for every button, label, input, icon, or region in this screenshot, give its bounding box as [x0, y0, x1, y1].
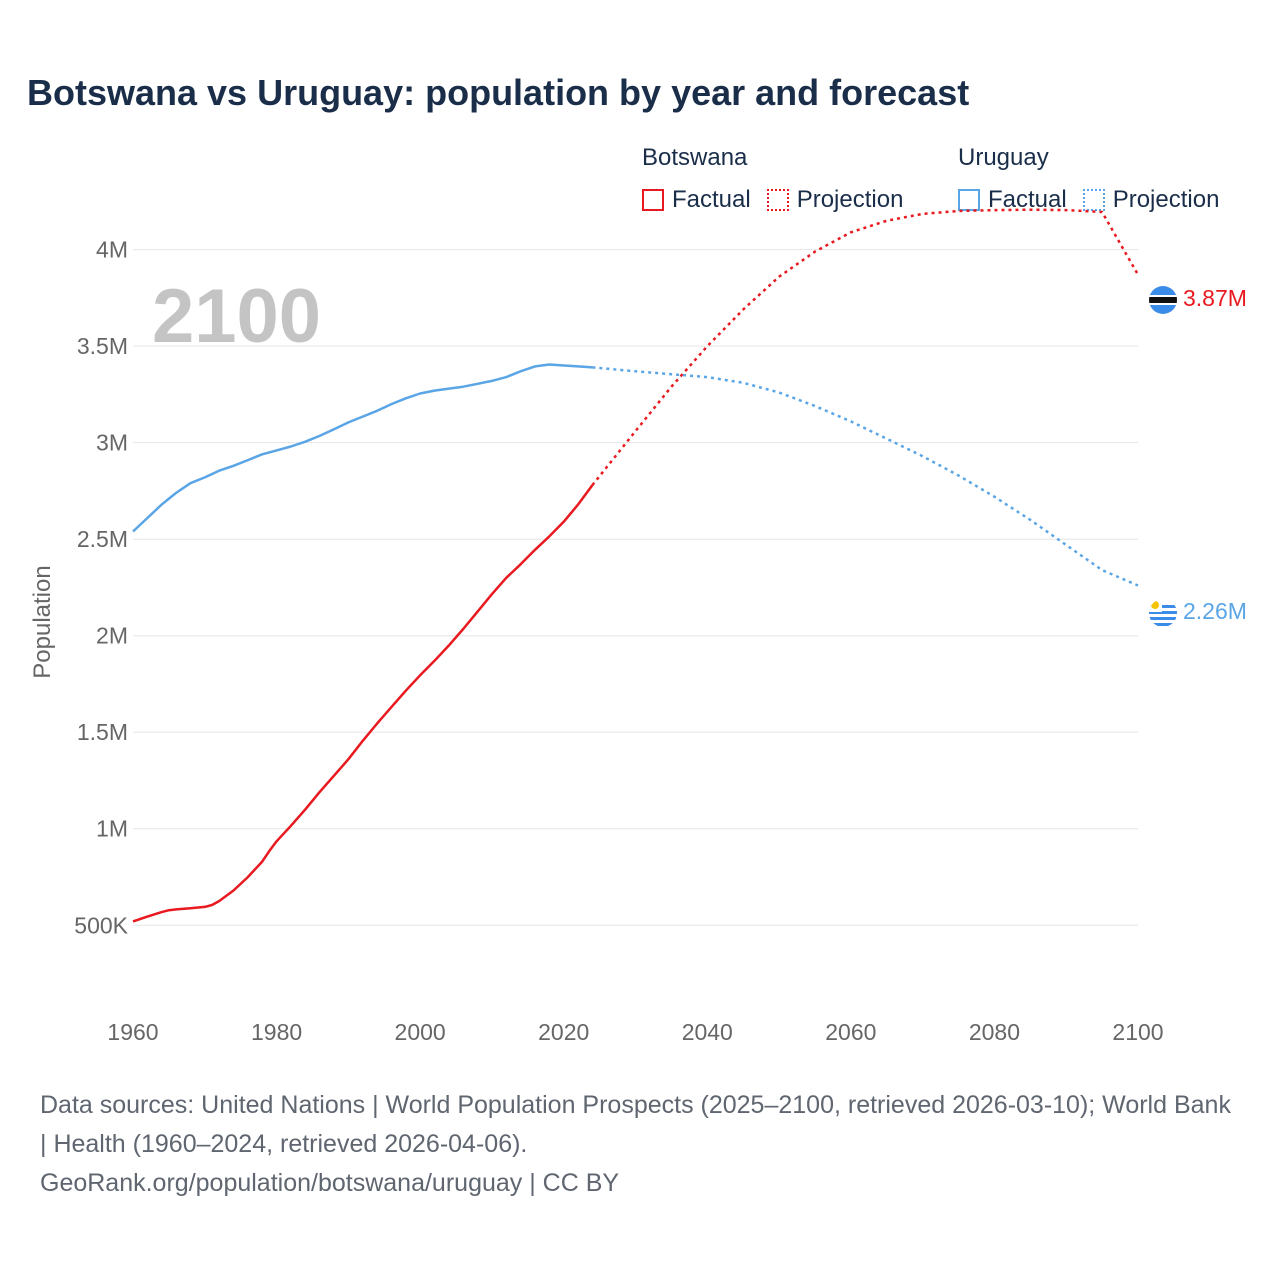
legend-label: Factual [988, 186, 1067, 213]
legend-swatch-solid [642, 189, 664, 211]
legend-swatch-dotted [1082, 189, 1105, 211]
x-tick-label: 1960 [107, 1019, 158, 1045]
series-line-botswana-factual [132, 484, 594, 923]
legend-group-botswana: Botswana Factual Projection [642, 144, 919, 214]
x-tick-label: 2100 [1112, 1019, 1163, 1045]
legend-item-botswana-projection[interactable]: Projection [766, 186, 904, 214]
legend-title-botswana: Botswana [642, 144, 748, 171]
y-tick-label: 3M [96, 430, 128, 456]
legend-item-botswana-factual[interactable]: Factual [642, 186, 751, 214]
y-tick-label: 500K [74, 912, 128, 938]
year-watermark: 2100 [152, 274, 321, 359]
series-line-uruguay-factual [132, 363, 593, 533]
series-lines [132, 208, 1140, 923]
line-chart: 2100 500K 1M 1.5M 2M 2.5M 3M 3.5M 4M 1960 1980 20… [29, 208, 1247, 1045]
source-note: Data sources: United Nations | World Pop… [40, 1086, 1240, 1203]
y-tick-label: 4M [96, 237, 128, 263]
legend-item-uruguay-factual[interactable]: Factual [958, 186, 1067, 214]
x-tick-label: 1980 [251, 1019, 302, 1045]
series-line-uruguay-projection [592, 366, 1139, 587]
x-tick-label: 2040 [682, 1019, 733, 1045]
source-line: Data sources: United Nations | World Pop… [40, 1091, 1231, 1158]
x-axis-ticks: 1960 1980 2000 2020 2040 2060 2080 2100 [107, 1019, 1163, 1045]
legend-label: Projection [1112, 186, 1220, 213]
attribution-line[interactable]: GeoRank.org/population/botswana/uruguay … [40, 1169, 620, 1197]
x-tick-label: 2020 [538, 1019, 589, 1045]
y-tick-label: 3.5M [77, 333, 128, 359]
x-tick-label: 2080 [969, 1019, 1020, 1045]
y-tick-label: 1.5M [77, 719, 128, 745]
legend-label: Projection [796, 186, 904, 213]
series-line-botswana-projection [591, 208, 1140, 486]
end-label-uruguay: 2.26M [1183, 598, 1247, 624]
legend-swatch-dotted [766, 189, 789, 211]
y-axis-label: Population [29, 565, 56, 678]
y-tick-label: 2.5M [77, 526, 128, 552]
grid-lines [133, 249, 1138, 926]
x-tick-label: 2060 [825, 1019, 876, 1045]
chart-title: Botswana vs Uruguay: population by year … [27, 72, 970, 113]
legend-item-uruguay-projection[interactable]: Projection [1082, 186, 1220, 214]
legend-group-uruguay: Uruguay Factual Projection [958, 144, 1219, 214]
legend-label: Factual [672, 186, 751, 213]
uruguay-flag-icon [1149, 599, 1177, 627]
botswana-flag-icon [1149, 286, 1177, 314]
end-label-botswana: 3.87M [1183, 285, 1247, 311]
legend-title-uruguay: Uruguay [958, 144, 1049, 171]
y-tick-label: 2M [96, 623, 128, 649]
x-tick-label: 2000 [395, 1019, 446, 1045]
y-tick-label: 1M [96, 816, 128, 842]
y-axis-ticks: 500K 1M 1.5M 2M 2.5M 3M 3.5M 4M [74, 237, 128, 939]
